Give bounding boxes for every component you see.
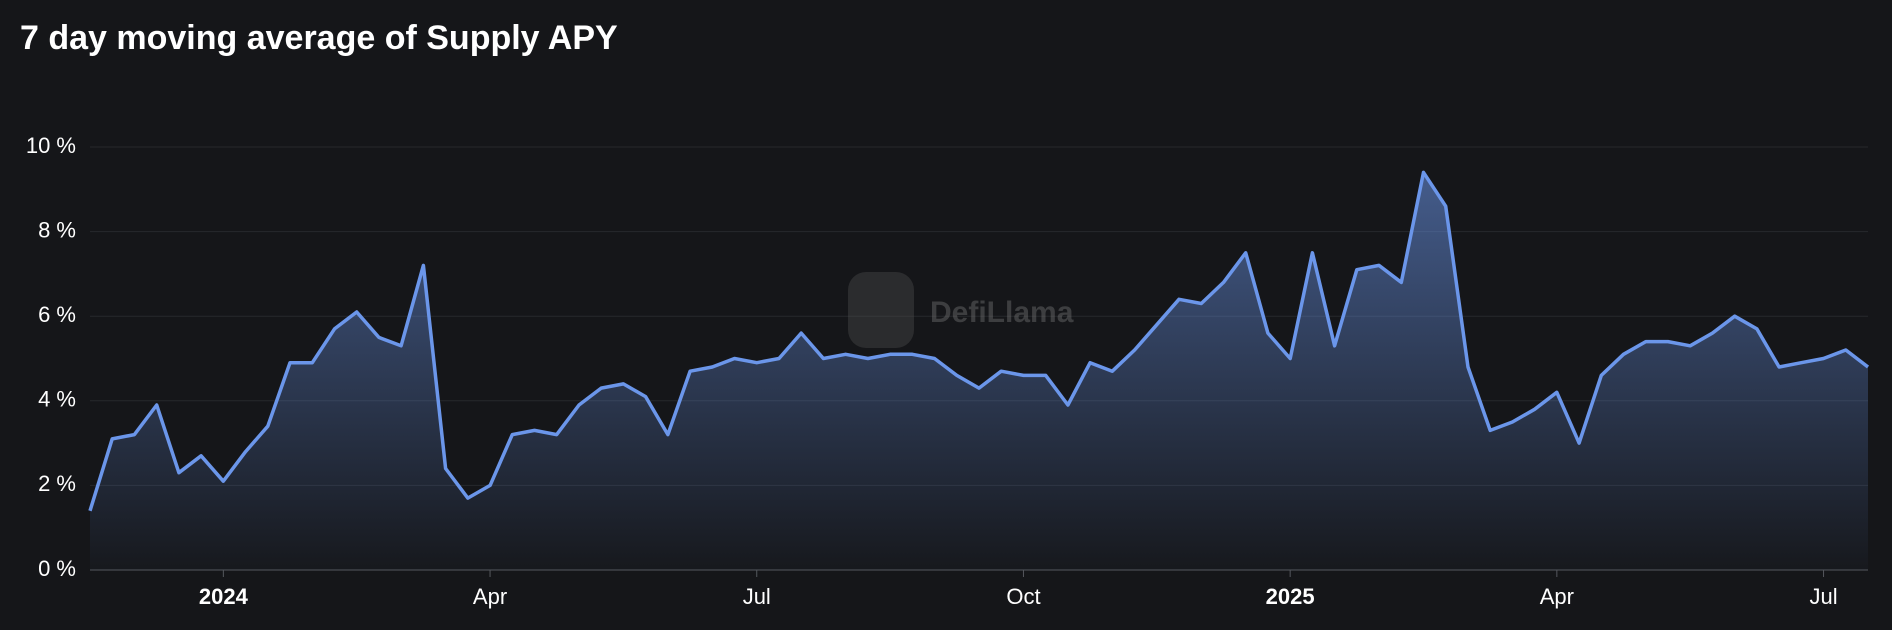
y-tick-label: 8 % bbox=[38, 217, 76, 242]
x-tick-label: Jul bbox=[743, 584, 771, 609]
watermark-logo bbox=[848, 272, 914, 348]
x-tick-label: Apr bbox=[1540, 584, 1574, 609]
line bbox=[88, 170, 1870, 512]
y-tick-label: 6 % bbox=[38, 302, 76, 327]
y-tick-label: 0 % bbox=[38, 556, 76, 581]
y-tick-label: 10 % bbox=[26, 133, 76, 158]
y-tick-label: 4 % bbox=[38, 387, 76, 412]
x-tick-label: Apr bbox=[473, 584, 507, 609]
watermark: DefiLlama bbox=[848, 272, 1074, 348]
x-tick-label: Oct bbox=[1006, 584, 1040, 609]
watermark-text: DefiLlama bbox=[930, 296, 1074, 329]
area-fill bbox=[90, 172, 1868, 570]
y-tick-label: 2 % bbox=[38, 471, 76, 496]
x-tick-label: 2024 bbox=[199, 584, 249, 609]
x-tick-label: 2025 bbox=[1266, 584, 1315, 609]
x-tick-label: Jul bbox=[1809, 584, 1837, 609]
chart-title: 7 day moving average of Supply APY bbox=[20, 19, 618, 57]
